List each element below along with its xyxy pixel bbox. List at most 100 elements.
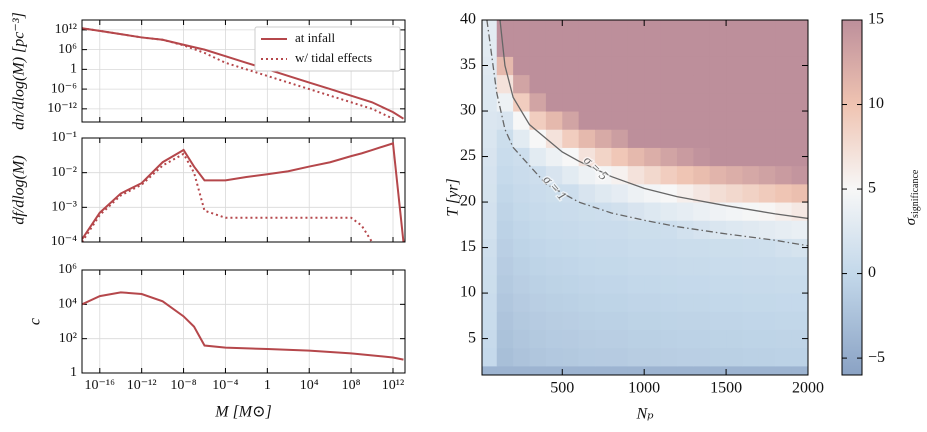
heatmap-cell [627,183,645,203]
heatmap-cell [482,20,498,39]
heatmap-cell [562,202,580,221]
y-tick-label: 10⁻¹ [51,130,77,145]
heatmap-cell [627,147,645,167]
heatmap-cell [611,20,629,39]
heatmap-cell [578,92,596,112]
axes-frame [81,137,406,243]
heatmap-cell [693,256,711,276]
heatmap-cell [595,329,612,349]
heatmap-cell [545,220,563,239]
heatmap-cell [791,92,808,112]
heatmap-cell [578,147,596,167]
heatmap-cell [482,329,498,349]
y-tick-label: 10⁻³ [51,200,77,215]
heatmap-cell [513,183,531,203]
heatmap-cell [627,165,645,185]
heatmap-cell [742,293,760,312]
heatmap-cell [791,183,808,203]
heatmap-cell [693,274,711,294]
heatmap-cell [758,365,776,375]
heatmap-cell [791,293,808,312]
heatmap-cell [627,293,645,312]
heatmap-cell [775,129,793,148]
heatmap-cell [627,347,645,367]
heatmap-cell [742,165,760,185]
heatmap-cell [791,111,808,130]
heatmap-cell [595,202,612,221]
heatmap-cell [742,256,760,276]
heatmap-cell [693,202,711,221]
heatmap-cell [676,92,694,112]
heatmap-cell [709,238,727,258]
series-line [82,27,405,120]
heatmap-cell [644,147,662,167]
heatmap-cell [693,129,711,148]
heatmap-cell [775,56,793,76]
heatmap-cell [513,274,531,294]
heatmap-cell [791,329,808,349]
heatmap-cell [513,92,531,112]
heatmap-cell [496,20,514,39]
heatmap-cell [775,165,793,185]
y-tick-label: 10⁻² [51,165,77,180]
heatmap-cell [627,20,645,39]
heatmap-cell [611,293,629,312]
heatmap-cell [660,56,678,76]
heatmap-cell [709,293,727,312]
heatmap-cell [545,92,563,112]
heatmap-cell [660,202,678,221]
heatmap-cell [482,165,498,185]
heatmap-cell [676,111,694,130]
heatmap-cell [644,20,662,39]
heatmap-cell [726,183,743,203]
heatmap-cell [693,365,711,375]
heatmap-cell [562,183,580,203]
heatmap-cell [693,329,711,349]
heatmap-cell [578,165,596,185]
heatmap-cell [482,147,498,167]
heatmap-cell [496,220,514,239]
y-axis-label: T [yr] [445,178,462,216]
heatmap-cell [513,202,531,221]
heatmap-cell [545,183,563,203]
heatmap-cell [578,129,596,148]
y-tick-label: 15 [460,238,476,255]
heatmap-cell [529,347,547,367]
heatmap-cell [611,365,629,375]
heatmap-cell [693,92,711,112]
heatmap-cell [611,165,629,185]
heatmap-cell [513,329,531,349]
colorbar-tick-label: 10 [868,95,884,112]
heatmap-cell [726,311,743,330]
heatmap-cell [545,147,563,167]
heatmap-cell [676,238,694,258]
heatmap-cell [726,202,743,221]
heatmap-cell [496,311,514,330]
heatmap-cell [660,293,678,312]
heatmap-cell [676,202,694,221]
heatmap-cell [529,20,547,39]
heatmap-cell [726,111,743,130]
heatmap-cell [791,256,808,276]
heatmap-cell [676,220,694,239]
heatmap-cell [562,129,580,148]
heatmap-cell [644,347,662,367]
heatmap-cell [742,74,760,94]
heatmap-cell [529,56,547,76]
heatmap-cell [758,202,776,221]
heatmap-cell [496,293,514,312]
heatmap-cell [709,311,727,330]
heatmap-cell [709,347,727,367]
heatmap-cell [758,183,776,203]
y-tick-label: 25 [460,147,476,164]
heatmap-cell [627,129,645,148]
heatmap-cell [482,38,498,57]
heatmap-cell [595,347,612,367]
heatmap-cell [775,220,793,239]
heatmap-cell [644,129,662,148]
x-tick-label: 1500 [710,380,742,397]
heatmap-cell [529,311,547,330]
heatmap-cell [496,147,514,167]
colorbar-tick-label: 5 [868,180,876,197]
x-tick-label: 10⁻⁴ [212,378,238,393]
